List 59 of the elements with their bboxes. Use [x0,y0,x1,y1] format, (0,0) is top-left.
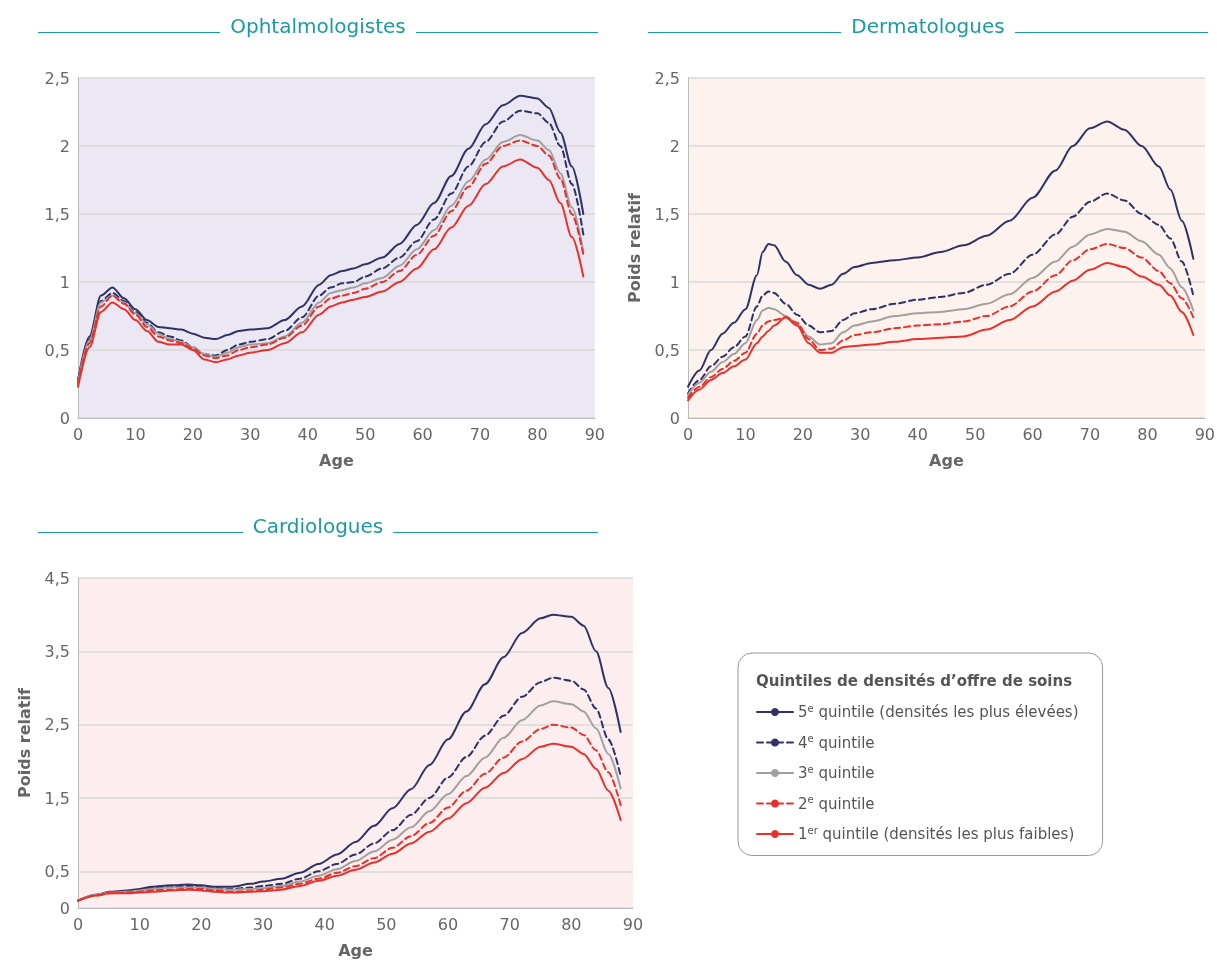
x-tick-label: 50 [354,424,376,444]
x-tick-label: 20 [792,424,814,444]
x-tick-label: 60 [1022,424,1043,444]
y-tick-label: 2,5 [44,715,70,735]
x-tick-label: 20 [182,424,204,444]
line-series [687,192,1195,395]
y-tick-label: 3,5 [44,641,70,661]
x-tick-label: 80 [527,424,548,444]
y-tick-label: 4,5 [44,568,70,588]
y-tick-label: 1,5 [654,204,680,224]
x-tick-label: 40 [314,914,335,934]
x-tick-label: 90 [622,914,644,934]
x-tick-label: 30 [850,424,871,444]
line-series [687,120,1195,388]
y-tick-label: 2 [669,136,680,156]
x-tick-label: 10 [125,424,146,444]
chart-title: Cardiologues [252,514,384,538]
x-tick-label: 90 [584,424,605,444]
x-tick-label: 0 [72,424,84,444]
chart-title: Dermatologues [851,14,1005,38]
x-tick-label: 20 [191,914,212,934]
y-tick-label: 1,5 [44,788,70,808]
chart-title: Ophtalmologistes [230,14,406,38]
y-tick-label: 0 [669,408,680,428]
y-tick-label: 0,5 [654,340,680,360]
x-tick-label: 90 [1194,424,1215,444]
x-tick-label: 80 [561,914,582,934]
y-tick-label: 2,5 [654,68,680,88]
x-tick-label: 10 [735,424,756,444]
x-tick-label: 80 [1137,424,1158,444]
x-tick-label: 30 [252,914,274,934]
x-axis-title: Age [929,450,964,470]
y-tick-label: 1 [59,272,70,292]
x-tick-label: 40 [907,424,928,444]
x-axis-title: Age [319,450,354,470]
y-tick-label: 0 [59,408,70,428]
x-tick-label: 60 [437,914,459,934]
x-tick-label: 0 [72,914,84,934]
x-tick-label: 70 [499,914,520,934]
y-tick-label: 0,5 [44,861,70,881]
y-tick-label: 2,5 [44,68,70,88]
legend-title: Quintiles de densités d’offre de soins [756,671,1073,690]
x-tick-label: 50 [376,914,397,934]
x-tick-label: 60 [412,424,433,444]
x-tick-label: 70 [469,424,491,444]
x-axis-title: Age [338,940,373,960]
x-tick-label: 50 [964,424,986,444]
y-tick-label: 0,5 [44,340,70,360]
y-tick-label: 2 [59,136,70,156]
x-tick-label: 70 [1079,424,1101,444]
y-tick-label: 1 [669,272,680,292]
y-axis-title: Poids relatif [624,192,644,303]
x-tick-label: 10 [129,914,150,934]
y-tick-label: 0 [59,898,70,918]
x-tick-label: 40 [297,424,318,444]
y-axis-title: Poids relatif [14,687,34,798]
x-tick-label: 0 [682,424,694,444]
y-tick-label: 1,5 [44,204,70,224]
x-tick-label: 30 [240,424,261,444]
